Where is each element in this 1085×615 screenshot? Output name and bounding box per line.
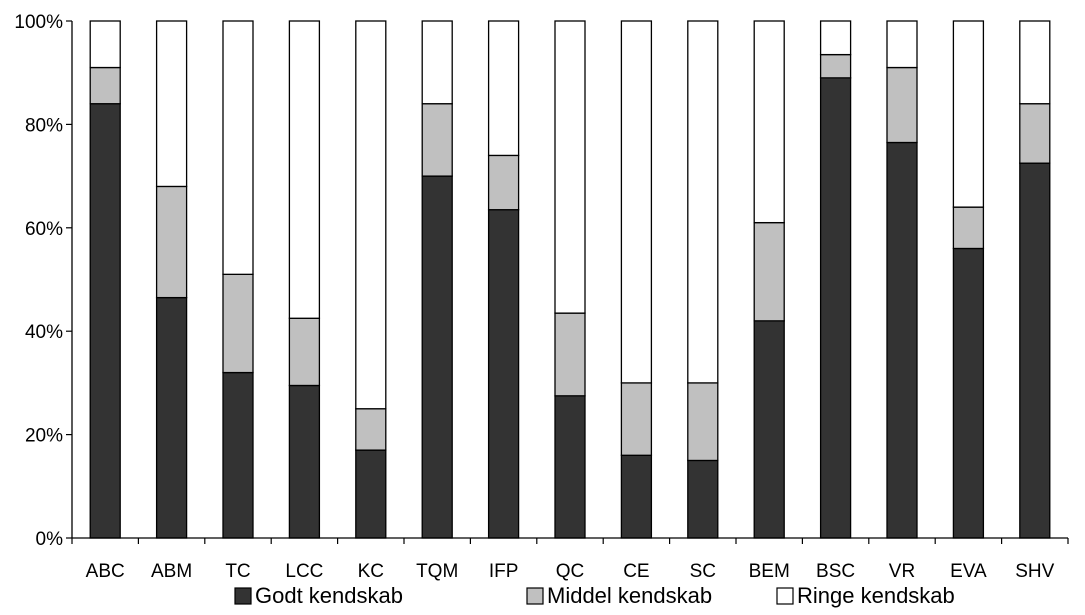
bar-lcc-ringe-kendskab: [288, 20, 321, 319]
bar-kc-middel-kendskab: [355, 408, 387, 451]
bar-tqm-middel-kendskab: [421, 103, 453, 177]
bar-abc-godt-kendskab: [89, 103, 121, 539]
bar-ce-godt-kendskab: [620, 454, 653, 539]
bar-shv-godt-kendskab: [1019, 162, 1051, 539]
bar-ifp-godt-kendskab: [487, 209, 520, 539]
bar-ifp-ringe-kendskab: [487, 20, 520, 157]
bar-stack-eva: [952, 20, 985, 539]
y-tick-label: 80%: [25, 115, 63, 136]
bar-sc-middel-kendskab: [687, 382, 719, 462]
bar-bem-middel-kendskab: [753, 221, 785, 322]
bar-sc-godt-kendskab: [687, 459, 719, 539]
bar-stack-qc: [554, 20, 586, 539]
bar-shv-ringe-kendskab: [1019, 20, 1051, 105]
x-tick-label: ABC: [86, 561, 125, 582]
bar-sc-ringe-kendskab: [687, 20, 719, 384]
bar-lcc-godt-kendskab: [288, 384, 321, 539]
bar-tc-middel-kendskab: [222, 273, 254, 374]
bar-stack-ifp: [487, 20, 520, 539]
bar-bsc-ringe-kendskab: [819, 20, 852, 56]
bar-ce-ringe-kendskab: [620, 20, 653, 384]
x-tick-label: BEM: [749, 561, 790, 582]
axes-layer: ABC ABM TC LCC KC TQM IFP QC CE SC BEM BSC VR EVA SHV 0…: [14, 12, 1069, 582]
bar-tqm-ringe-kendskab: [421, 20, 453, 105]
legend-item-middel-kendskab: Middel kendskab: [526, 583, 712, 608]
bar-abm-ringe-kendskab: [155, 20, 188, 188]
x-tick-label: CE: [623, 561, 649, 582]
bar-vr-godt-kendskab: [886, 141, 918, 539]
bar-tc-godt-kendskab: [222, 371, 254, 539]
bar-abm-middel-kendskab: [155, 185, 188, 299]
y-tick-label: 20%: [25, 426, 63, 447]
bar-tc-ringe-kendskab: [222, 20, 254, 275]
bar-eva-ringe-kendskab: [952, 20, 985, 208]
bar-stack-abm: [155, 20, 188, 539]
bar-vr-ringe-kendskab: [886, 20, 918, 69]
x-tick-label: LCC: [285, 561, 323, 582]
bar-abc-ringe-kendskab: [89, 20, 121, 69]
x-tick-label: BSC: [816, 561, 855, 582]
bar-stack-abc: [89, 20, 121, 539]
bar-kc-ringe-kendskab: [355, 20, 387, 410]
legend-item-godt-kendskab: Godt kendskab: [234, 583, 403, 608]
bar-stack-vr: [886, 20, 918, 539]
x-tick-label: QC: [556, 561, 585, 582]
bar-abc-middel-kendskab: [89, 66, 121, 105]
x-tick-label: SC: [690, 561, 716, 582]
bar-bem-godt-kendskab: [753, 320, 785, 539]
legend-swatch: [234, 587, 252, 605]
bar-qc-middel-kendskab: [554, 312, 586, 397]
legend: Godt kendskab Middel kendskab Ringe kendsk…: [234, 583, 955, 608]
bar-stack-ce: [620, 20, 653, 539]
x-tick-label: EVA: [950, 561, 987, 582]
legend-label: Ringe kendskab: [797, 583, 955, 608]
x-tick-label: KC: [358, 561, 384, 582]
legend-label: Godt kendskab: [255, 583, 403, 608]
bar-stack-bem: [753, 20, 785, 539]
bar-stack-tqm: [421, 20, 453, 539]
x-tick-label: SHV: [1015, 561, 1054, 582]
bar-qc-ringe-kendskab: [554, 20, 586, 314]
y-tick-label: 0%: [36, 529, 64, 550]
bar-bsc-middel-kendskab: [819, 53, 852, 79]
bar-eva-godt-kendskab: [952, 247, 985, 539]
bar-stack-shv: [1019, 20, 1051, 539]
bar-stack-tc: [222, 20, 254, 539]
bar-vr-middel-kendskab: [886, 66, 918, 144]
x-tick-label: IFP: [489, 561, 519, 582]
bar-kc-godt-kendskab: [355, 449, 387, 539]
y-tick-label: 60%: [25, 219, 63, 240]
bar-abm-godt-kendskab: [155, 296, 188, 539]
bar-stack-lcc: [288, 20, 321, 539]
x-tick-label: TQM: [416, 561, 458, 582]
bar-ifp-middel-kendskab: [487, 154, 520, 211]
legend-item-ringe-kendskab: Ringe kendskab: [776, 583, 955, 608]
x-tick-label: TC: [225, 561, 250, 582]
x-tick-label: VR: [889, 561, 915, 582]
y-tick-label: 100%: [14, 12, 63, 33]
bar-qc-godt-kendskab: [554, 395, 586, 539]
bar-eva-middel-kendskab: [952, 206, 985, 250]
bar-bsc-godt-kendskab: [819, 77, 852, 539]
x-tick-label: ABM: [151, 561, 192, 582]
legend-swatch: [526, 587, 544, 605]
bar-shv-middel-kendskab: [1019, 103, 1051, 164]
bar-bem-ringe-kendskab: [753, 20, 785, 224]
bar-stack-sc: [687, 20, 719, 539]
bar-ce-middel-kendskab: [620, 382, 653, 456]
legend-label: Middel kendskab: [547, 583, 712, 608]
bar-tqm-godt-kendskab: [421, 175, 453, 539]
legend-swatch: [776, 587, 794, 605]
y-tick-label: 40%: [25, 322, 63, 343]
bars-layer: [89, 20, 1051, 539]
bar-stack-kc: [355, 20, 387, 539]
bar-stack-bsc: [819, 20, 852, 539]
bar-lcc-middel-kendskab: [288, 317, 321, 387]
